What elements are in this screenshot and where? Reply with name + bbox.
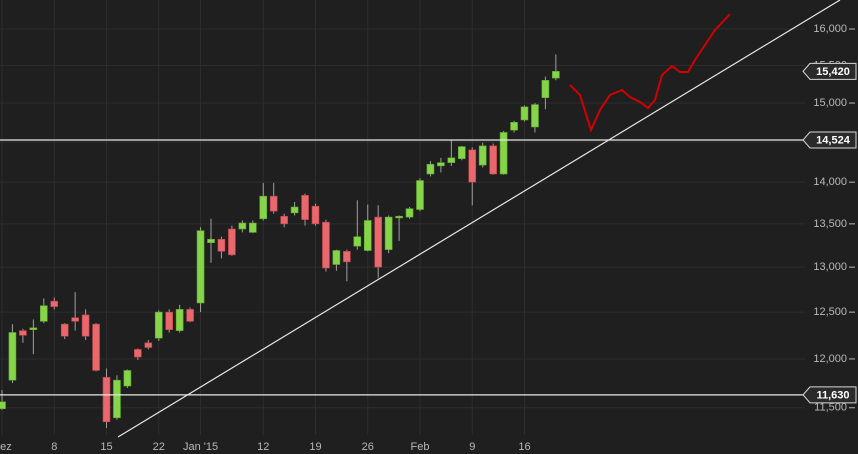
candle-body [123,370,132,387]
candle-body [447,157,456,163]
candle-body [102,376,111,423]
x-tick-label: Feb [411,441,430,453]
y-tick-label: 12,000 [813,353,847,365]
y-tick-label: 13,000 [813,261,847,273]
candle-body [311,205,320,225]
candle-body [343,251,351,263]
candle-body [0,401,6,410]
candle-body [499,132,508,175]
level-box [802,62,857,80]
y-tick-label: 14,000 [813,176,847,188]
candle-body [437,162,445,167]
x-tick-label: 8 [51,441,57,453]
candle-body [228,228,236,256]
candle-body [154,311,163,339]
level-label: 11,630 [816,389,849,401]
candle-body [478,145,487,166]
trend-line [117,0,841,438]
candle-body [259,195,268,220]
candle-body [238,222,247,230]
candle-body [290,206,299,214]
projection-sketch [569,13,731,133]
x-tick-label: 16 [518,441,530,453]
candle-body [280,215,288,225]
candle-body [29,327,38,330]
candle-body [468,149,477,183]
x-tick-label: 9 [469,441,475,453]
candle-body [384,216,393,250]
candle-body [39,305,48,322]
candle-body [510,122,518,131]
y-tick-label: 12,500 [813,306,847,318]
level-box [802,386,857,404]
x-tick-label: Jan '15 [183,441,218,453]
candles [0,54,560,428]
candle-body [552,71,560,79]
candle-body [113,379,121,419]
candle-body [395,215,403,219]
candle-body [50,300,59,307]
candle-body [520,106,529,121]
candle-body [71,317,79,322]
candle-body [134,349,142,358]
candle-body [405,208,414,218]
candle-body [426,163,435,175]
candle-body [196,230,205,304]
candle-body [301,195,309,220]
candle-body [269,195,278,212]
x-tick-label: 22 [153,441,165,453]
candle-body [8,332,17,381]
level-box [802,131,857,149]
candle-body [217,238,226,252]
level-label: 15,420 [816,66,850,78]
candle-body [531,104,539,128]
candle-body [175,309,184,331]
candle-body [374,216,383,268]
candle-body [249,222,257,233]
candle-body [165,311,173,330]
y-tick-label: 16,000 [813,23,847,35]
x-tick-label: Dez [0,441,12,453]
candle-body [489,145,497,175]
y-tick-label: 15,000 [813,97,847,109]
x-tick-label: 26 [362,441,374,453]
candle-body [144,342,153,348]
candle-body [19,330,27,336]
level-label: 14,524 [816,134,851,146]
candle-body [92,323,100,371]
candle-body [457,146,466,159]
candle-body [60,323,69,337]
x-tick-label: 19 [309,441,321,453]
candle-body [541,80,550,98]
candle-body [363,220,372,251]
candle-body [353,236,362,247]
candle-body [81,314,90,337]
x-tick-label: 12 [257,441,269,453]
x-tick-label: 15 [100,441,112,453]
candle-body [332,250,341,265]
candle-body [322,221,330,269]
y-tick-label: 13,500 [813,218,847,230]
y-tick-label: 11,500 [814,402,847,414]
candle-body [207,238,215,244]
overlay: 14,524 11,630 15,420 [0,62,857,404]
candle-body [186,309,194,322]
candle-body [416,180,424,210]
